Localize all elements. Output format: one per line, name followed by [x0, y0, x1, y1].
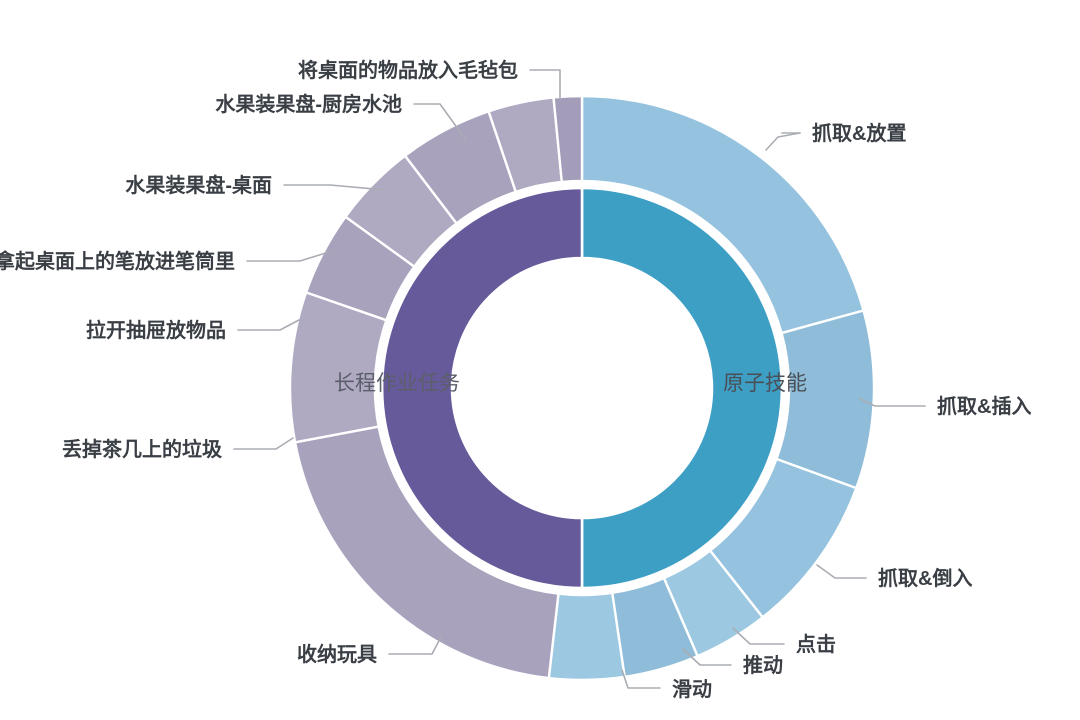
- leader-pen-holder: [246, 251, 330, 262]
- leader-felt-bag: [529, 69, 561, 100]
- outer-segment-felt-bag[interactable]: [552, 94, 584, 184]
- label-felt-bag: 将桌面的物品放入毛毡包: [298, 58, 518, 82]
- label-slide: 滑动: [672, 678, 712, 701]
- leader-fruit-table: [283, 184, 386, 191]
- leader-grasp-insert: [859, 398, 926, 407]
- leader-click: [732, 627, 785, 645]
- label-fruit-table: 水果装果盘-桌面: [125, 173, 272, 197]
- inner-segment-long-horizon-tasks[interactable]: [380, 186, 584, 590]
- leader-open-drawer: [237, 319, 300, 331]
- label-open-drawer: 拉开抽屉放物品: [86, 318, 226, 342]
- inner-ring-label-left: 长程作业任务: [334, 372, 460, 395]
- outer-ring-blue-group: [547, 94, 876, 682]
- leader-lines-group: [233, 69, 926, 689]
- leader-push: [682, 648, 732, 666]
- leader-slide: [621, 669, 661, 689]
- label-pen-holder: 拿起桌面上的笔放进笔筒里: [0, 249, 235, 273]
- inner-ring-group: [380, 186, 784, 590]
- inner-segment-atomic-skills[interactable]: [580, 186, 784, 590]
- leader-grasp-place-2: [765, 132, 801, 151]
- label-grasp-place: 抓取&放置: [812, 121, 906, 145]
- inner-ring-label-right: 原子技能: [723, 372, 807, 395]
- label-grasp-insert: 抓取&插入: [937, 394, 1031, 418]
- outer-labels-group: 抓取&放置 抓取&插入 抓取&倒入 点击 推动 滑动 将桌面的物品放入毛毡包 水…: [0, 58, 1031, 701]
- label-throw-trash: 丢掉茶几上的垃圾: [62, 437, 223, 461]
- label-store-toys: 收纳玩具: [297, 642, 377, 666]
- label-fruit-sink: 水果装果盘-厨房水池: [215, 92, 402, 116]
- leader-grasp-pour: [816, 564, 867, 579]
- leader-fruit-sink: [413, 103, 467, 141]
- label-grasp-pour: 抓取&倒入: [878, 566, 972, 590]
- label-click: 点击: [796, 632, 836, 656]
- outer-segment-store-toys[interactable]: [293, 425, 560, 680]
- ring-labels-group: 长程作业任务 原子技能: [334, 372, 807, 395]
- outer-segment-slide[interactable]: [547, 591, 626, 682]
- leader-throw-trash: [233, 437, 294, 450]
- outer-ring-purple-group: [288, 94, 584, 680]
- leader-store-toys: [388, 636, 442, 655]
- label-push: 推动: [743, 653, 783, 677]
